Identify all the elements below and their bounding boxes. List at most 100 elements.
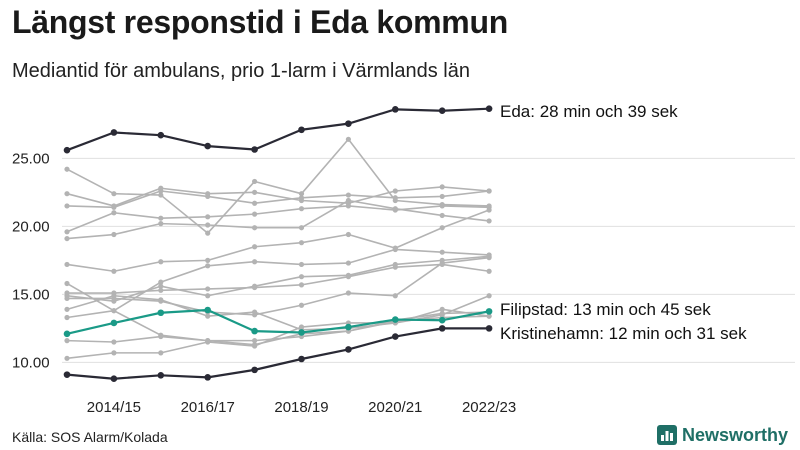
other-series-point [486,313,492,319]
other-series-point [205,222,211,228]
other-series-point [439,225,445,231]
other-series-line [67,263,490,294]
other-series-point [158,350,164,356]
other-series-point [486,255,492,261]
other-series-point [64,166,70,172]
other-series-point [345,260,351,266]
y-axis-ticks: 10.00 15.00 20.00 25.00 [12,150,50,371]
gridlines [62,157,795,363]
highlight-series-point [204,374,211,381]
other-series-point [64,295,70,302]
highlight-series-point [438,316,446,324]
highlight-series-point [157,372,165,379]
other-series-point [345,274,351,280]
other-series-point [158,279,164,285]
other-series-point [298,206,305,212]
other-series-point [298,191,305,197]
highlight-series-point [392,316,399,323]
other-series-point [298,274,305,280]
highlight-series-point [298,329,305,336]
other-series-point [439,212,445,219]
highlight-series-point [438,107,446,115]
other-series-point [252,225,258,231]
other-series-point [252,200,258,206]
other-series-point [158,221,164,227]
highlight-series-line [66,107,490,152]
other-series-point [298,282,305,288]
highlight-series-point [63,146,71,154]
highlight-series-line [66,308,490,335]
other-series-line [66,199,490,240]
highlight-series-point [298,126,305,134]
other-series-line [66,190,490,209]
other-series-point [205,214,211,220]
chart-subtitle: Mediantid för ambulans, prio 1-larm i Vä… [12,60,470,82]
x-tick-label: 2022/23 [462,399,516,416]
highlight-series-point [251,327,258,335]
other-series-point [392,293,398,299]
other-series-point [111,210,117,216]
x-tick-label: 2018/19 [274,399,328,416]
other-series-line [66,186,490,207]
other-series-point [439,306,445,312]
other-series-point [439,310,445,317]
other-series-point [298,324,305,330]
highlight-series-point [392,333,399,340]
highlight-series-point [298,355,305,363]
other-series-point [252,284,258,291]
x-tick-label: 2016/17 [181,399,235,416]
highlighted-lines [63,105,493,383]
other-series-point [205,193,211,200]
other-series-point [158,188,164,194]
other-series-point [439,193,445,200]
other-series-point [298,240,305,246]
other-series-point [298,225,305,231]
other-series-point [64,290,70,296]
y-tick-label: 15.00 [12,286,50,303]
other-series-point [252,259,258,265]
other-series-point [439,260,445,266]
other-series-point [205,293,211,299]
other-series-point [111,293,117,299]
x-tick-label: 2020/21 [368,399,422,416]
highlight-series-point [251,146,258,153]
other-series-point [439,184,445,190]
series-annotation: Eda: 28 min och 39 sek [500,102,678,121]
highlight-series-point [110,375,118,383]
other-series-point [439,249,445,255]
highlight-series-point [485,325,493,332]
other-series-point [111,191,117,197]
highlight-series-point [485,105,493,112]
y-tick-label: 25.00 [12,150,50,167]
chart-title: Längst responstid i Eda kommun [12,4,508,40]
other-series-line [66,255,490,302]
source-note: Källa: SOS Alarm/Kolada [12,429,168,445]
other-series-point [158,215,164,221]
highlight-series-point [63,330,71,338]
other-series-line [67,256,490,316]
other-series-point [64,235,70,242]
other-series-point [64,203,70,209]
newsworthy-logo-icon [656,425,677,445]
brand-logo: Newsworthy [656,424,788,446]
highlight-series-line [66,327,490,380]
other-series-point [111,350,117,356]
other-series-point [158,259,164,265]
highlight-series-point [204,142,211,150]
other-series-point [298,302,305,308]
other-series-point [158,297,164,303]
highlight-series-point [63,371,71,378]
other-series-line [66,308,490,360]
other-series-point [64,280,70,287]
other-series-point [392,246,398,253]
other-series-point [486,218,492,224]
highlight-series-point [485,308,493,315]
other-series-line [66,248,490,312]
other-series-point [64,229,70,235]
other-series-point [486,268,492,274]
other-series-point [158,192,164,198]
other-series-point [298,261,305,268]
other-series-point [345,231,351,238]
brand-name: Newsworthy [681,424,788,445]
other-series-point [392,195,398,201]
